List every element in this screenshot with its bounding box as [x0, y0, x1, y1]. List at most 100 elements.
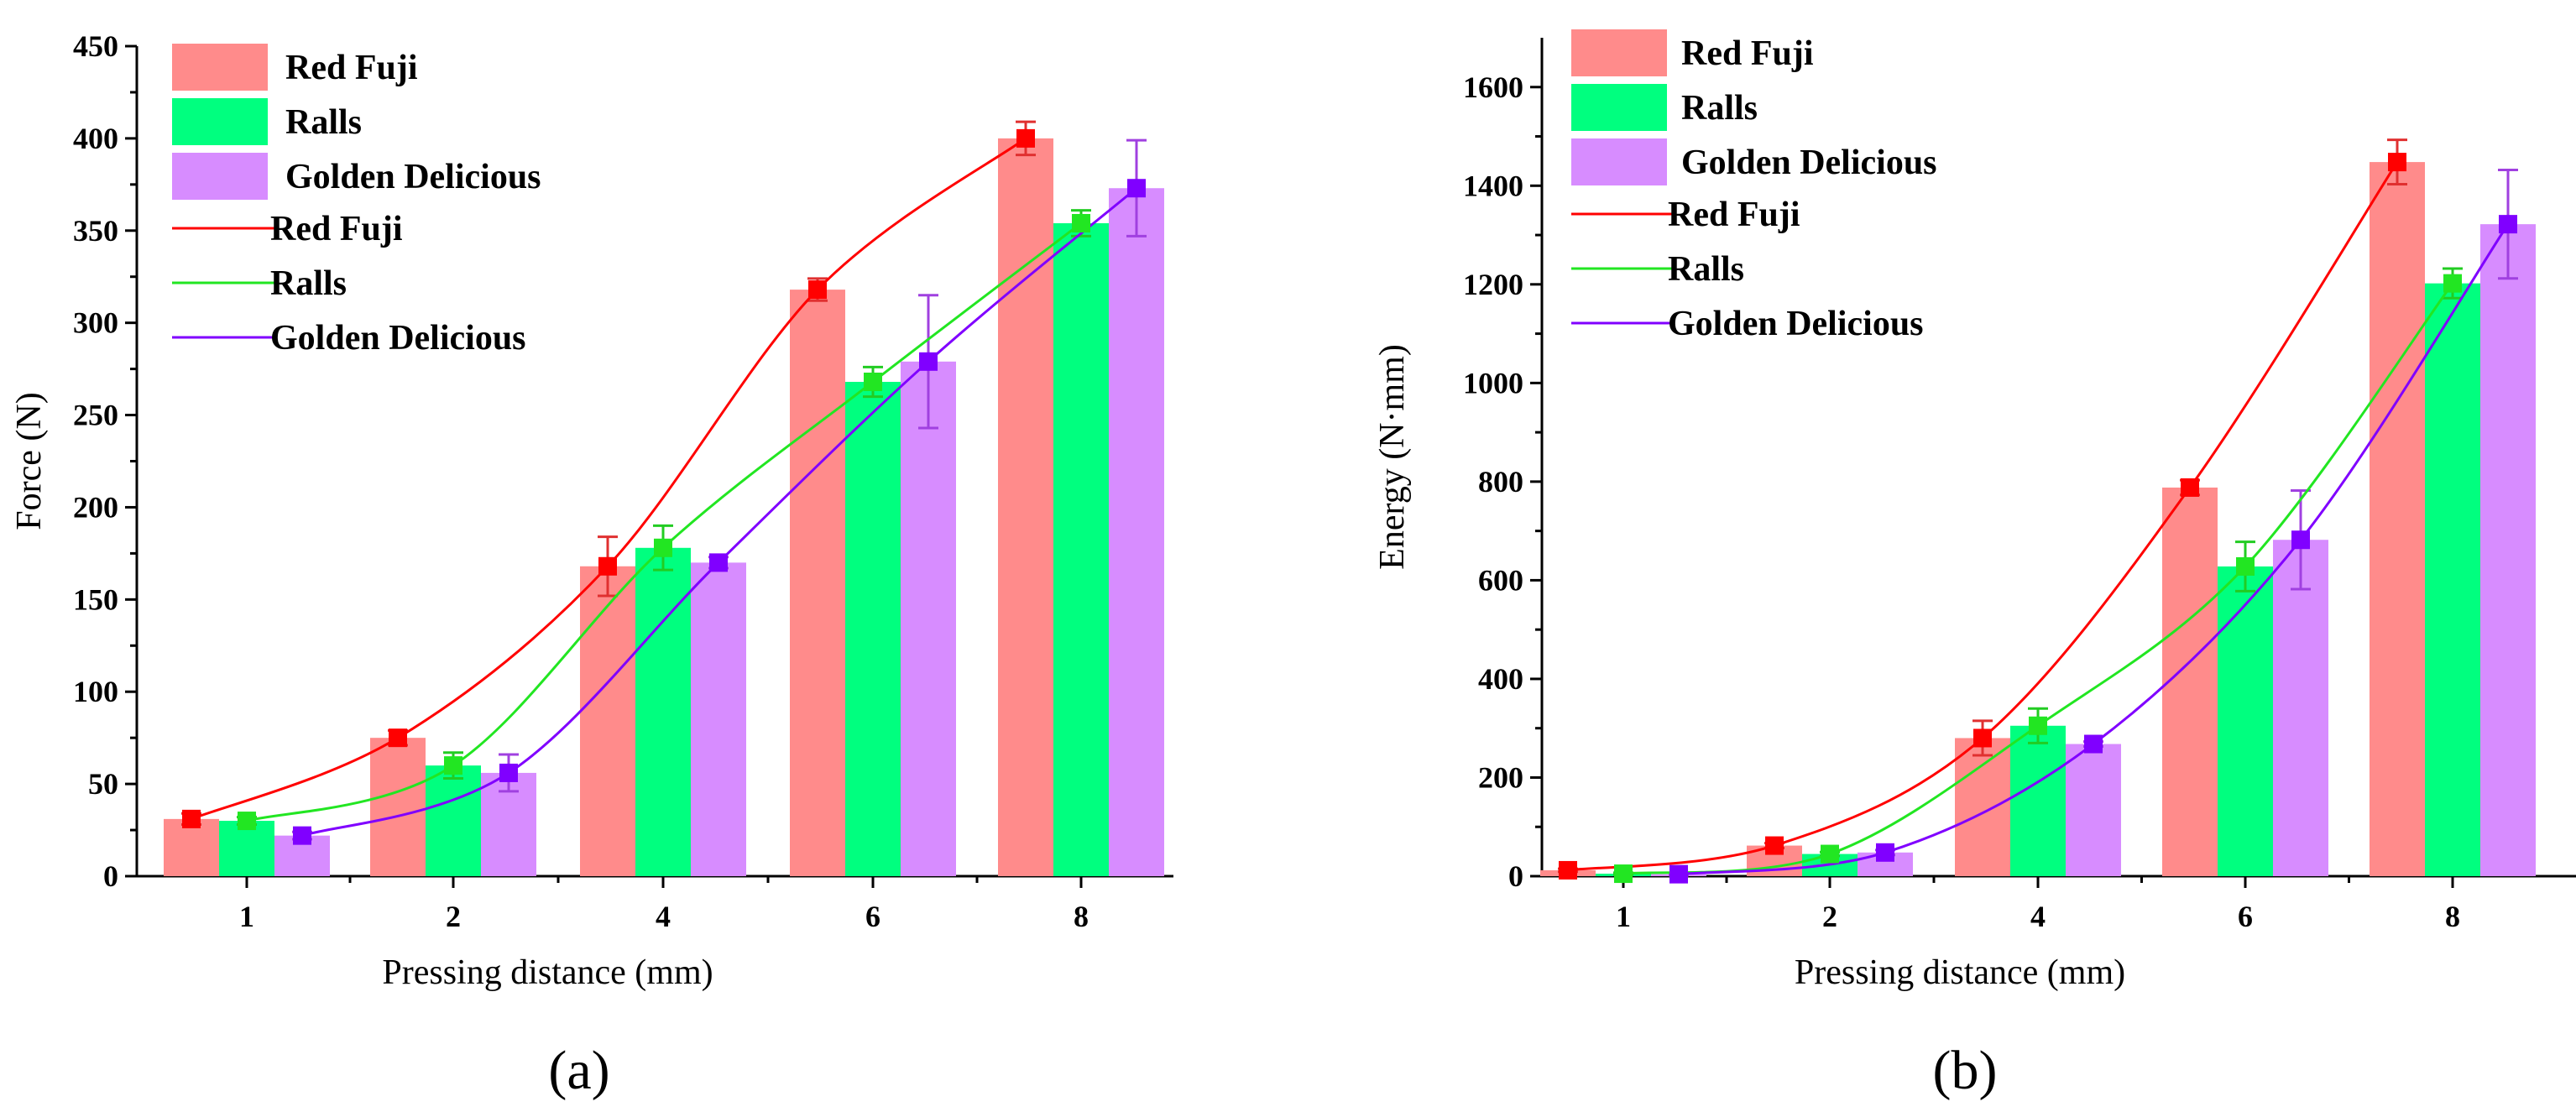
- y-tick-label: 150: [73, 582, 118, 616]
- marker-golden-delicious-1: [293, 826, 311, 845]
- x-axis-title: Pressing distance (mm): [382, 953, 713, 992]
- legend-label-bar-red-fuji: Red Fuji: [1681, 34, 1814, 73]
- bar-golden-delicious-8: [1109, 188, 1164, 876]
- legend-label-bar-golden-delicious: Golden Delicious: [285, 158, 541, 196]
- y-tick-label: 1200: [1463, 268, 1523, 301]
- bar-golden-delicious-8: [2480, 224, 2536, 876]
- marker-ralls-1: [1614, 864, 1633, 884]
- panel-a-force-chart: 0 50 100 150 200 250 300 350 400 450 1 2 4 6 8 Pressing…: [10, 29, 1173, 1101]
- legend-label-bar-ralls: Ralls: [285, 103, 362, 142]
- y-tick-label: 1000: [1463, 366, 1523, 399]
- marker-golden-delicious-8: [1127, 179, 1146, 198]
- marker-ralls-4: [2029, 716, 2047, 735]
- bar-red-fuji-6: [790, 290, 845, 876]
- legend-label-line-golden-delicious: Golden Delicious: [270, 319, 526, 358]
- x-tick-label: 2: [446, 900, 461, 933]
- legend: Red Fuji Ralls Golden Delicious Red Fuji Ral…: [1571, 29, 1937, 343]
- marker-red-fuji-1: [182, 809, 201, 828]
- x-tick-label: 8: [1074, 900, 1089, 933]
- legend-label-bar-ralls: Ralls: [1681, 89, 1758, 128]
- marker-red-fuji-8: [2388, 153, 2406, 172]
- marker-red-fuji-8: [1016, 128, 1035, 148]
- x-tick-label: 2: [1822, 900, 1837, 933]
- bar-red-fuji-8: [998, 138, 1053, 876]
- legend-label-bar-golden-delicious: Golden Delicious: [1681, 144, 1937, 182]
- y-axis-title: Force (N): [10, 392, 49, 530]
- bar-golden-delicious-6: [901, 361, 956, 876]
- marker-red-fuji-4: [1973, 728, 1992, 748]
- x-axis-title: Pressing distance (mm): [1795, 953, 2125, 992]
- y-tick-label: 50: [88, 767, 118, 801]
- panel-label: (b): [1933, 1040, 1998, 1101]
- bar-red-fuji-6: [2162, 487, 2218, 876]
- marker-ralls-1: [238, 812, 256, 831]
- marker-ralls-8: [1072, 213, 1090, 232]
- bar-red-fuji-1: [164, 818, 219, 876]
- marker-ralls-6: [864, 372, 882, 391]
- marker-ralls-6: [2236, 556, 2255, 576]
- bar-golden-delicious-4: [2066, 744, 2121, 876]
- marker-golden-delicious-6: [2291, 530, 2310, 550]
- y-tick-label: 450: [73, 29, 118, 63]
- legend-label-line-ralls: Ralls: [1668, 250, 1744, 289]
- marker-ralls-2: [444, 756, 462, 775]
- bar-golden-delicious-4: [691, 562, 746, 876]
- marker-golden-delicious-4: [2084, 734, 2103, 754]
- y-tick-label: 300: [73, 306, 118, 340]
- x-tick-label: 6: [865, 900, 880, 933]
- x-tick-label: 1: [239, 900, 254, 933]
- marker-red-fuji-1: [1559, 860, 1577, 880]
- bar-ralls-2: [426, 765, 481, 876]
- legend-swatch-ralls: [1571, 84, 1667, 131]
- bar-ralls-8: [2425, 283, 2480, 877]
- bar-ralls-8: [1053, 222, 1109, 876]
- marker-golden-delicious-2: [499, 763, 518, 782]
- bar-golden-delicious-6: [2273, 540, 2328, 876]
- y-tick-label: 0: [1508, 859, 1523, 893]
- x-tick-label: 1: [1616, 900, 1631, 933]
- marker-golden-delicious-2: [1876, 843, 1894, 862]
- y-tick-label: 200: [73, 490, 118, 524]
- marker-red-fuji-2: [1765, 836, 1784, 855]
- marker-golden-delicious-4: [709, 553, 728, 572]
- fit-line-ralls: [1622, 282, 2454, 875]
- marker-golden-delicious-6: [919, 352, 938, 371]
- x-tick-label: 4: [2030, 900, 2046, 933]
- legend-label-line-red-fuji: Red Fuji: [1668, 196, 1800, 234]
- marker-red-fuji-6: [808, 280, 827, 300]
- bar-red-fuji-4: [580, 566, 635, 876]
- bar-ralls-4: [635, 547, 691, 876]
- legend: Red Fuji Ralls Golden Delicious Red Fuji Ral…: [172, 44, 541, 358]
- y-tick-label: 400: [1478, 662, 1523, 696]
- legend-swatch-red-fuji: [172, 44, 268, 91]
- marker-ralls-8: [2443, 274, 2462, 293]
- y-tick-label: 1600: [1463, 70, 1523, 104]
- y-tick-label: 1400: [1463, 169, 1523, 202]
- legend-swatch-golden-delicious: [172, 153, 268, 200]
- legend-label-line-ralls: Ralls: [270, 264, 347, 303]
- y-tick-label: 250: [73, 399, 118, 432]
- legend-swatch-red-fuji: [1571, 29, 1667, 76]
- y-tick-label: 100: [73, 675, 118, 708]
- x-tick-label: 8: [2445, 900, 2460, 933]
- marker-red-fuji-4: [598, 556, 617, 576]
- panel-label: (a): [548, 1040, 609, 1101]
- y-tick-label: 600: [1478, 563, 1523, 597]
- legend-swatch-golden-delicious: [1571, 138, 1667, 185]
- y-tick-label: 800: [1478, 465, 1523, 499]
- marker-golden-delicious-1: [1669, 864, 1688, 884]
- panel-b-energy-chart: 0 200 400 600 800 1000 1200 1400 1600 1 2 4 6 8 Pressi…: [1373, 29, 2576, 1101]
- marker-golden-delicious-8: [2499, 215, 2517, 234]
- legend-label-line-red-fuji: Red Fuji: [270, 210, 403, 248]
- fit-line-red-fuji: [1567, 161, 2399, 872]
- bar-ralls-6: [2218, 566, 2273, 876]
- marker-ralls-2: [1821, 844, 1839, 864]
- y-tick-label: 400: [73, 122, 118, 155]
- y-tick-label: 200: [1478, 760, 1523, 794]
- bar-red-fuji-2: [370, 738, 426, 876]
- bar-red-fuji-4: [1955, 738, 2010, 876]
- bar-red-fuji-8: [2370, 162, 2425, 877]
- legend-label-bar-red-fuji: Red Fuji: [285, 49, 418, 87]
- x-tick-label: 4: [656, 900, 671, 933]
